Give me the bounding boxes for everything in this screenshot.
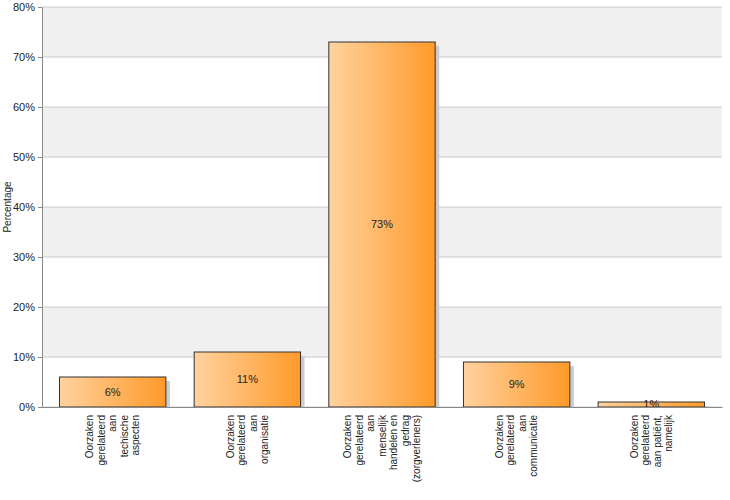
bar (60, 377, 166, 407)
y-tick: 20% (13, 301, 42, 313)
y-tick-label: 60% (13, 101, 35, 113)
y-tick: 40% (13, 201, 42, 213)
y-tick: 30% (13, 251, 42, 263)
chart: 6% 11% 73% 9% 1% 0% 10% 20% 30% 40% 50% 60% 70% 80% Oo… (0, 0, 730, 500)
y-tick-mark (38, 307, 42, 308)
y-tick-label: 20% (13, 301, 35, 313)
y-tick-label: 0% (19, 401, 35, 413)
x-tick: Oorzakengerelateerdaantechischeaspecten (84, 407, 141, 466)
bar (329, 42, 435, 407)
y-tick: 10% (13, 351, 42, 363)
x-tick-label: Oorzakengerelateerdaan patiënt,namelijk (629, 414, 675, 467)
x-tick: Oorzakengerelateerdaanmenselijkhandelen … (342, 407, 422, 482)
x-axis-line (43, 407, 723, 408)
y-tick-mark (38, 157, 42, 158)
y-tick: 0% (19, 401, 42, 413)
y-tick-mark (38, 207, 42, 208)
y-tick-mark (38, 257, 42, 258)
x-axis: Oorzakengerelateerdaantechischeaspecten O… (43, 407, 723, 482)
y-tick-label: 30% (13, 251, 35, 263)
data-label: 6% (105, 386, 121, 398)
x-tick-label: Oorzakengerelateerdaantechischeaspecten (84, 415, 141, 466)
data-label: 73% (371, 218, 393, 230)
data-label: 9% (509, 378, 525, 390)
grid-line (42, 7, 722, 8)
grid (42, 7, 722, 407)
y-tick-mark (38, 57, 42, 58)
y-axis: 0% 10% 20% 30% 40% 50% 60% 70% 80% (13, 1, 43, 413)
plot: 6% 11% 73% 9% 1% 0% 10% 20% 30% 40% 50% 60% 70% 80% Oo… (13, 1, 723, 482)
x-tick: Oorzakengerelateerdaanorganisatie (225, 407, 271, 466)
y-tick-label: 50% (13, 151, 35, 163)
y-tick-label: 10% (13, 351, 35, 363)
y-axis-title: Percentage (2, 181, 13, 233)
x-tick-label: Oorzakengerelateerdaanorganisatie (225, 415, 271, 466)
y-tick-label: 40% (13, 201, 35, 213)
y-tick-mark (38, 407, 42, 408)
y-tick-label: 80% (13, 1, 35, 13)
bar (194, 352, 300, 407)
y-axis-line (42, 8, 43, 408)
bars (60, 42, 709, 407)
bar (463, 362, 569, 407)
y-tick: 50% (13, 151, 42, 163)
x-tick: Oorzakengerelateerdaancommunicatie (494, 407, 539, 477)
x-tick: Oorzakengerelateerdaan patiënt,namelijk (629, 407, 675, 467)
x-tick-label: Oorzakengerelateerdaancommunicatie (494, 415, 539, 477)
y-tick-mark (38, 357, 42, 358)
y-tick-mark (38, 107, 42, 108)
y-tick-mark (38, 7, 42, 8)
y-tick-label: 70% (13, 51, 35, 63)
x-tick-label: Oorzakengerelateerdaanmenselijkhandelen … (342, 414, 422, 482)
y-tick: 60% (13, 101, 42, 113)
data-label: 1% (643, 398, 659, 410)
y-tick: 70% (13, 51, 42, 63)
y-tick: 80% (13, 1, 42, 13)
data-label: 11% (237, 373, 258, 385)
